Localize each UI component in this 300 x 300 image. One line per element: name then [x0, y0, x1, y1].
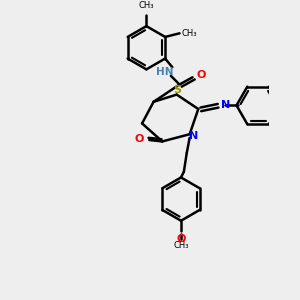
Text: CH₃: CH₃: [139, 1, 154, 10]
Text: N: N: [189, 131, 199, 141]
Text: O: O: [197, 70, 206, 80]
Text: O: O: [135, 134, 144, 144]
Text: CH₃: CH₃: [173, 241, 189, 250]
Text: O: O: [176, 234, 186, 244]
Text: HN: HN: [156, 67, 174, 76]
Text: S: S: [173, 85, 181, 95]
Text: CH₃: CH₃: [182, 29, 197, 38]
Text: N: N: [221, 100, 231, 110]
